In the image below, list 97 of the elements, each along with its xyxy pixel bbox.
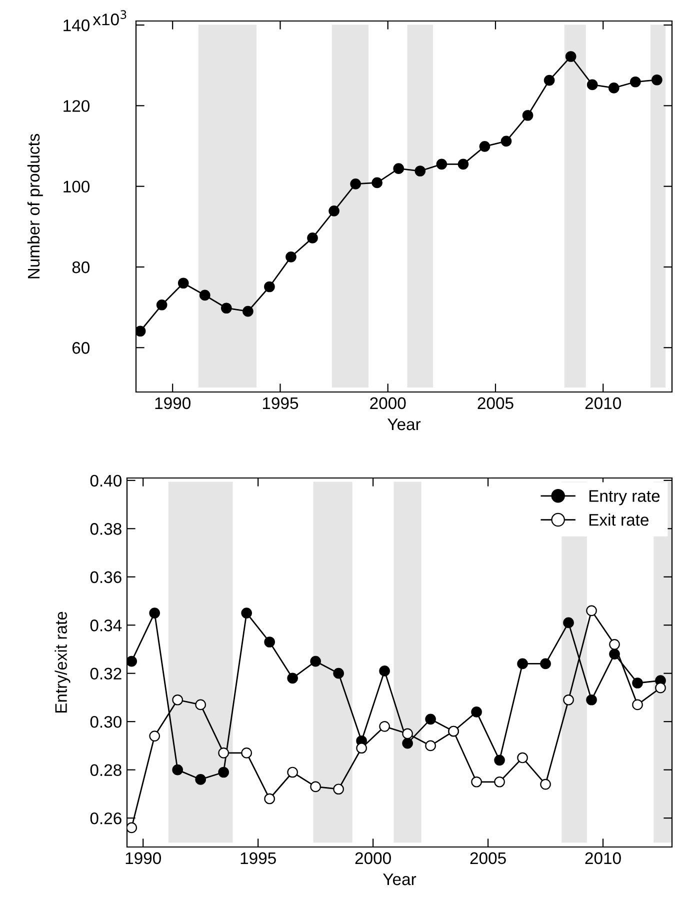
- point: [379, 666, 390, 676]
- point: [264, 793, 275, 804]
- point: [517, 752, 528, 764]
- point: [307, 232, 318, 244]
- x-axis-title: Year: [388, 418, 421, 430]
- point: [544, 74, 555, 86]
- point: [517, 658, 528, 670]
- legend-label: Exit rate: [589, 514, 648, 526]
- point: [264, 281, 275, 292]
- point: [471, 776, 482, 788]
- y-tick-label: 0.38: [90, 523, 122, 535]
- point: [540, 778, 551, 790]
- point: [286, 251, 296, 262]
- point: [242, 306, 254, 317]
- point: [458, 158, 469, 170]
- point: [195, 774, 206, 785]
- point: [655, 682, 666, 694]
- y-tick-label: 0.40: [90, 474, 122, 487]
- x-tick-label: 2005: [478, 397, 514, 410]
- x-tick-label: 2000: [370, 397, 406, 410]
- point: [632, 678, 643, 688]
- x-tick-label: 1990: [126, 852, 161, 864]
- point: [586, 605, 597, 616]
- point: [333, 668, 344, 679]
- point: [609, 638, 620, 650]
- x-tick-label: 2010: [585, 852, 621, 864]
- x-tick-label: 2000: [355, 852, 391, 864]
- point: [356, 742, 367, 754]
- point: [127, 656, 138, 667]
- point: [608, 82, 620, 94]
- point: [563, 617, 574, 628]
- point: [350, 178, 361, 190]
- point: [402, 728, 413, 740]
- y-tick-label: 0.30: [90, 716, 122, 728]
- point: [565, 51, 576, 62]
- point: [328, 206, 340, 216]
- x-tick-label: 1995: [240, 852, 276, 864]
- point: [586, 79, 598, 90]
- y-tick-label: 120: [64, 100, 90, 112]
- point: [241, 608, 252, 618]
- y-tick-label: 60: [72, 342, 90, 354]
- point: [149, 608, 160, 618]
- point: [436, 158, 448, 170]
- point: [149, 730, 160, 742]
- point: [379, 720, 390, 732]
- x-tick-label: 2010: [585, 397, 622, 410]
- legend-label: Entry rate: [589, 490, 660, 506]
- point: [156, 299, 168, 310]
- point: [195, 699, 206, 710]
- point: [402, 738, 413, 749]
- point: [287, 766, 298, 778]
- y-tick-label: 0.26: [90, 812, 122, 824]
- point: [494, 754, 505, 766]
- x-tick-label: 2005: [470, 852, 506, 864]
- point: [522, 110, 534, 121]
- point: [172, 694, 184, 706]
- point: [136, 326, 146, 337]
- x-tick-label: 1990: [155, 397, 190, 410]
- point: [393, 163, 404, 174]
- point: [425, 714, 436, 725]
- point: [264, 636, 275, 648]
- y-tick-label: 80: [72, 261, 90, 274]
- point: [310, 656, 321, 667]
- point: [414, 166, 426, 176]
- point: [178, 278, 189, 289]
- point: [372, 177, 383, 188]
- point: [471, 706, 482, 718]
- point: [310, 781, 321, 792]
- y-axis-title: Entry/exit rate: [54, 612, 70, 713]
- y-tick-label: 0.34: [90, 620, 122, 632]
- point: [333, 784, 344, 795]
- y-tick-label: 0.32: [90, 668, 122, 680]
- point: [425, 740, 436, 752]
- point: [652, 74, 662, 86]
- point: [500, 136, 512, 147]
- point: [479, 141, 490, 152]
- point: [494, 776, 505, 788]
- point: [287, 672, 298, 684]
- point: [632, 699, 643, 710]
- y-axis-title: Number of products: [27, 134, 43, 278]
- point: [218, 766, 229, 778]
- x-axis-title: Year: [383, 874, 416, 886]
- point: [199, 290, 210, 301]
- point: [172, 764, 184, 776]
- point: [563, 694, 574, 706]
- y-tick-label: 100: [64, 180, 90, 193]
- point: [241, 748, 252, 758]
- y-tick-label: 0.36: [90, 571, 122, 584]
- point: [586, 694, 597, 706]
- text: x10$^{3}$: [92, 10, 126, 26]
- y-tick-label: 0.28: [90, 764, 122, 776]
- x-tick-label: 1995: [262, 397, 298, 410]
- point: [630, 76, 641, 88]
- y-tick-label: 140: [64, 19, 90, 32]
- point: [220, 302, 232, 314]
- point: [540, 658, 551, 670]
- point: [218, 748, 229, 758]
